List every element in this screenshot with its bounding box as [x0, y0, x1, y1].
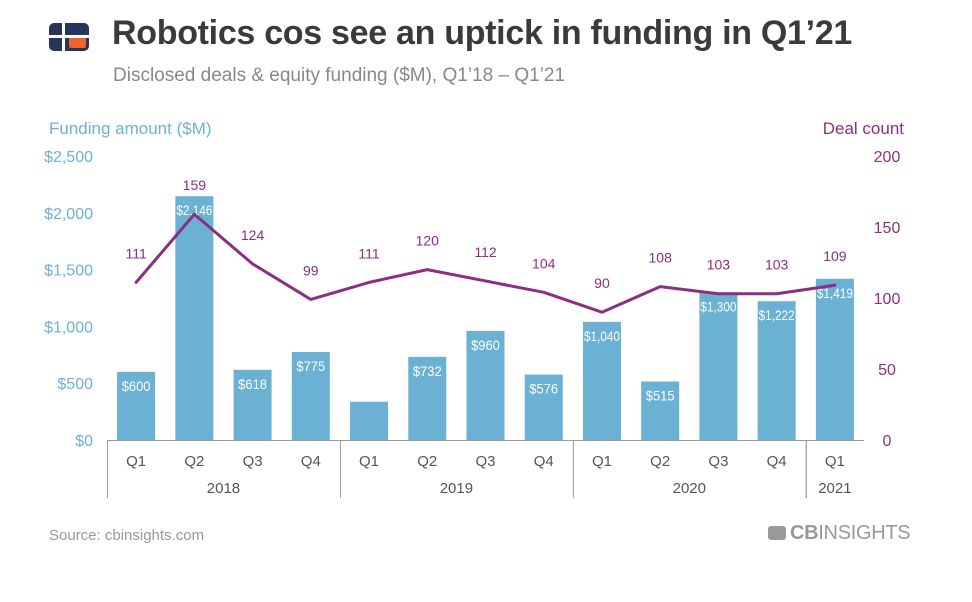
y2-tick-label: 0: [883, 433, 892, 450]
x-tick-label: Q1: [126, 453, 146, 470]
funding-bar-label: $618: [238, 376, 267, 392]
funding-bar: [233, 369, 272, 440]
funding-bar-label: $1,419: [817, 285, 853, 301]
deal-count-label: 109: [823, 248, 847, 264]
x-tick-label: Q3: [475, 453, 495, 470]
funding-bar: [524, 374, 563, 440]
deal-count-label: 120: [416, 233, 440, 249]
funding-bar-label: $2,146: [176, 202, 212, 218]
y-tick-label: $2,500: [44, 149, 93, 166]
funding-bar: [815, 278, 854, 440]
year-group-label: 2019: [440, 480, 473, 497]
y-tick-label: $1,500: [44, 263, 93, 280]
x-tick-label: Q1: [825, 453, 845, 470]
y-tick-label: $0: [75, 433, 93, 450]
funding-bar-label: $775: [296, 358, 325, 374]
funding-bar-label: $960: [471, 337, 500, 353]
y2-tick-label: 200: [874, 149, 901, 166]
brand-wordmark: CBINSIGHTS: [768, 522, 911, 545]
x-tick-label: Q4: [534, 453, 554, 470]
funding-bar-label: $732: [413, 363, 442, 379]
deal-count-label: 99: [303, 262, 319, 278]
deal-count-label: 103: [707, 257, 731, 273]
x-tick-label: Q4: [767, 453, 787, 470]
funding-bar: [757, 301, 796, 440]
year-group-label: 2018: [207, 480, 240, 497]
deal-count-label: 108: [649, 250, 673, 266]
funding-bar: [350, 401, 389, 440]
chart-subtitle: Disclosed deals & equity funding ($M), Q…: [113, 65, 566, 86]
funding-bar-label: $1,300: [700, 298, 736, 314]
deal-count-label: 90: [594, 275, 610, 291]
year-group-label: 2021: [818, 480, 851, 497]
y-tick-label: $500: [57, 376, 93, 393]
x-tick-label: Q2: [417, 453, 437, 470]
y-tick-label: $2,000: [44, 206, 93, 223]
left-axis-title: Funding amount ($M): [49, 119, 212, 138]
x-tick-label: Q2: [184, 453, 204, 470]
y-tick-label: $1,000: [44, 319, 93, 336]
funding-bar-label: $1,040: [584, 328, 620, 344]
source-note: Source: cbinsights.com: [49, 527, 205, 544]
funding-bar-label: $600: [122, 378, 151, 394]
deal-count-label: 111: [358, 245, 379, 261]
deal-count-label: 104: [532, 255, 556, 271]
y2-tick-label: 100: [874, 291, 901, 308]
funding-bar: [175, 196, 214, 440]
x-tick-label: Q3: [243, 453, 263, 470]
y2-tick-label: 150: [874, 220, 901, 237]
year-group-label: 2020: [673, 480, 706, 497]
x-tick-label: Q1: [592, 453, 612, 470]
right-axis-title: Deal count: [822, 119, 904, 138]
brand-bold-text: CB: [790, 522, 819, 544]
funding-bar: [291, 351, 330, 440]
funding-bar: [699, 292, 738, 440]
funding-bar-label: $1,222: [759, 307, 795, 323]
funding-bar-label: $576: [529, 381, 558, 397]
funding-bar: [117, 371, 156, 440]
funding-bar: [408, 356, 447, 440]
cb-insights-logo-icon: [49, 23, 89, 51]
deal-count-line: [134, 212, 837, 314]
funding-bar-label: $515: [646, 387, 675, 403]
deal-count-label: 103: [765, 257, 789, 273]
x-tick-label: Q4: [301, 453, 321, 470]
x-tick-label: Q3: [708, 453, 728, 470]
y2-tick-label: 50: [878, 362, 896, 379]
deal-count-label: 159: [183, 177, 207, 193]
funding-bar-label: $337: [355, 383, 384, 399]
deal-count-label: 112: [474, 244, 497, 260]
chart-title: Robotics cos see an uptick in funding in…: [112, 14, 852, 52]
x-tick-label: Q2: [650, 453, 670, 470]
brand-mark-icon: [768, 526, 786, 540]
x-tick-label: Q1: [359, 453, 379, 470]
deal-count-label: 111: [125, 245, 146, 261]
brand-light-text: INSIGHTS: [818, 522, 911, 544]
funding-bar: [641, 381, 680, 440]
deal-count-label: 124: [241, 227, 265, 243]
funding-bar: [582, 321, 621, 440]
funding-bar: [466, 330, 505, 440]
